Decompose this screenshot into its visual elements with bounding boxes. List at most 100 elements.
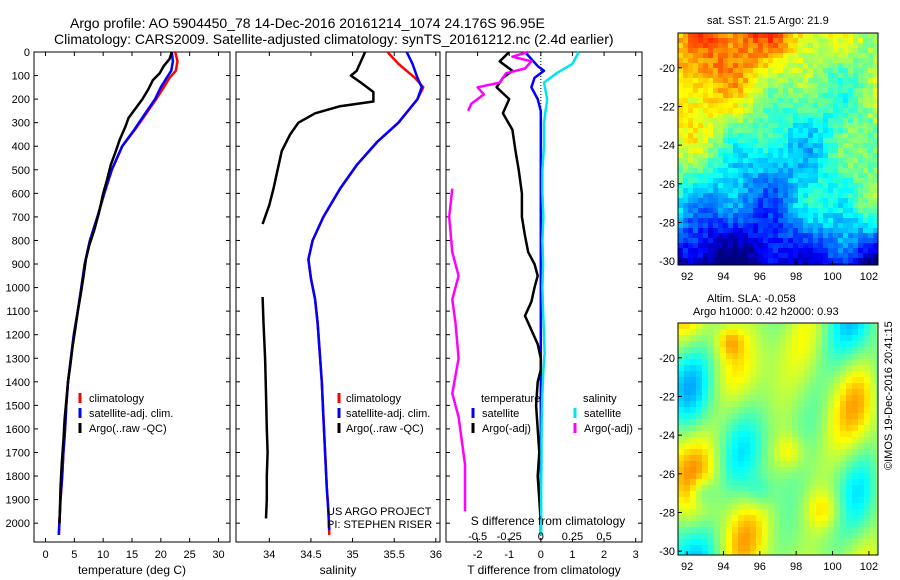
heatmap-cell <box>713 248 719 254</box>
heatmap-cell <box>758 93 764 99</box>
heatmap-cell <box>843 188 849 194</box>
heatmap-cell <box>708 449 715 456</box>
heatmap-cell <box>873 238 878 244</box>
heatmap-cell <box>684 527 691 534</box>
heatmap-cell <box>683 83 689 89</box>
heatmap-cell <box>708 509 715 516</box>
heatmap-cell <box>708 353 715 360</box>
heatmap-cell <box>774 431 781 438</box>
heatmap-cells <box>678 33 878 265</box>
heatmap-cell <box>732 383 739 390</box>
heatmap-cell <box>773 228 779 234</box>
heatmap-cell <box>778 98 784 104</box>
heatmap-cell <box>696 341 703 348</box>
heatmap-cell <box>688 163 694 169</box>
heatmap-cell <box>828 383 835 390</box>
heatmap-cell <box>838 133 844 139</box>
heatmap-cell <box>748 88 754 94</box>
heatmap-cell <box>690 473 697 480</box>
heatmap-cell <box>698 248 704 254</box>
heatmap-cell <box>833 183 839 189</box>
heatmap-cell <box>693 108 699 114</box>
heatmap-cell <box>838 43 844 49</box>
heatmap-cell <box>848 78 854 84</box>
heatmap-cell <box>684 365 691 372</box>
heatmap-cell <box>793 193 799 199</box>
heatmap-cell <box>822 341 829 348</box>
x-tick-label: 10 <box>97 549 109 561</box>
heatmap-cell <box>738 461 745 468</box>
heatmap-cell <box>702 521 709 528</box>
heatmap-cell <box>808 178 814 184</box>
heatmap-cell <box>798 371 805 378</box>
heatmap-cell <box>762 383 769 390</box>
heatmap-cell <box>678 533 685 540</box>
y-tick-label: 1600 <box>6 424 30 436</box>
heatmap-cell <box>863 263 869 265</box>
heatmap-cell <box>870 503 877 510</box>
heatmap-cell <box>714 407 721 414</box>
heatmap-cell <box>840 419 847 426</box>
heatmap-cell <box>852 425 859 432</box>
heatmap-cell <box>732 545 739 552</box>
heatmap-cell <box>780 545 787 552</box>
heatmap-cell <box>803 38 809 44</box>
heatmap-cell <box>702 383 709 390</box>
legend-label: satellite-adj. clim. <box>89 408 173 420</box>
heatmap-cell <box>876 509 878 516</box>
heatmap-cell <box>810 359 817 366</box>
heatmap-cell <box>688 143 694 149</box>
heatmap-cell <box>688 38 694 44</box>
heatmap-cell <box>858 253 864 259</box>
heatmap-cell <box>702 389 709 396</box>
heatmap-cell <box>678 353 685 360</box>
heatmap-cell <box>713 173 719 179</box>
temperature-panel: 0 5 10 15 20 25 300100200300400500600700800900… <box>6 47 231 577</box>
heatmap-cell <box>823 203 829 209</box>
heatmap-cell <box>743 128 749 134</box>
heatmap-cell <box>823 53 829 59</box>
heatmap-cell <box>744 527 751 534</box>
heatmap-cell <box>783 218 789 224</box>
heatmap-cell <box>863 83 869 89</box>
heatmap-cell <box>768 153 774 159</box>
salinity-panel: 34 34.5 35 35.5 36salinityclimatologysatelli… <box>235 51 442 577</box>
heatmap-cell <box>768 188 774 194</box>
heatmap-cell <box>763 83 769 89</box>
heatmap-cell <box>688 98 694 104</box>
heatmap-cell <box>804 341 811 348</box>
heatmap-cell <box>853 238 859 244</box>
heatmap-cell <box>833 103 839 109</box>
heatmap-cell <box>852 449 859 456</box>
heatmap-cell <box>713 108 719 114</box>
heatmap-cell <box>834 503 841 510</box>
heatmap-cell <box>813 113 819 119</box>
heatmap-cell <box>804 347 811 354</box>
heatmap-cell <box>703 153 709 159</box>
heatmap-cell <box>738 431 745 438</box>
heatmap-cell <box>828 347 835 354</box>
heatmap-cell <box>738 329 745 336</box>
heatmap-cell <box>838 248 844 254</box>
heatmap-cell <box>816 413 823 420</box>
heatmap-cell <box>753 93 759 99</box>
heatmap-cell <box>818 43 824 49</box>
heatmap-cell <box>683 223 689 229</box>
heatmap-cell <box>818 83 824 89</box>
heatmap-cell <box>853 53 859 59</box>
heatmap-cell <box>876 329 878 336</box>
heatmap-cell <box>723 178 729 184</box>
heatmap-cell <box>723 238 729 244</box>
heatmap-cell <box>713 73 719 79</box>
heatmap-cell <box>713 78 719 84</box>
heatmap-cell <box>693 88 699 94</box>
heatmap-cell <box>773 73 779 79</box>
heatmap-cell <box>793 108 799 114</box>
heatmap-cell <box>873 38 878 44</box>
heatmap-cell <box>843 88 849 94</box>
heatmap-cell <box>813 138 819 144</box>
heatmap-cell <box>696 413 703 420</box>
heatmap-cell <box>840 401 847 408</box>
heatmap-cell <box>768 389 775 396</box>
heatmap-cell <box>848 148 854 154</box>
